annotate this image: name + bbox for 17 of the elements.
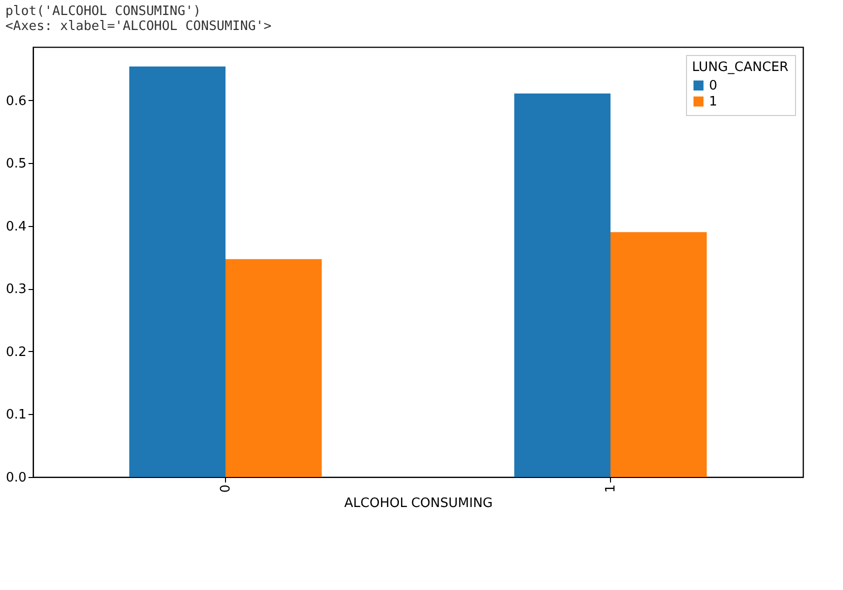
legend-label: 0 [709,78,718,94]
y-tick-label: 0.4 [6,219,26,234]
bar [610,232,707,477]
y-tick-label: 0.0 [6,470,26,486]
y-tick-label: 0.1 [6,408,26,423]
x-axis-title: ALCOHOL CONSUMING [344,496,493,511]
y-tick-label: 0.5 [6,156,26,172]
legend-label: 1 [709,94,718,110]
y-tick-label: 0.3 [6,282,26,298]
y-tick-label: 0.6 [6,94,26,109]
bar [226,259,322,477]
legend-title: LUNG_CANCER [692,60,788,75]
text: <Axes: xlabel='ALCOHOL CONSUMING'> [5,19,272,34]
bar [514,93,610,477]
bar [129,66,226,477]
y-tick-label: 0.2 [6,344,26,360]
text: plot('ALCOHOL CONSUMING') [5,4,201,19]
